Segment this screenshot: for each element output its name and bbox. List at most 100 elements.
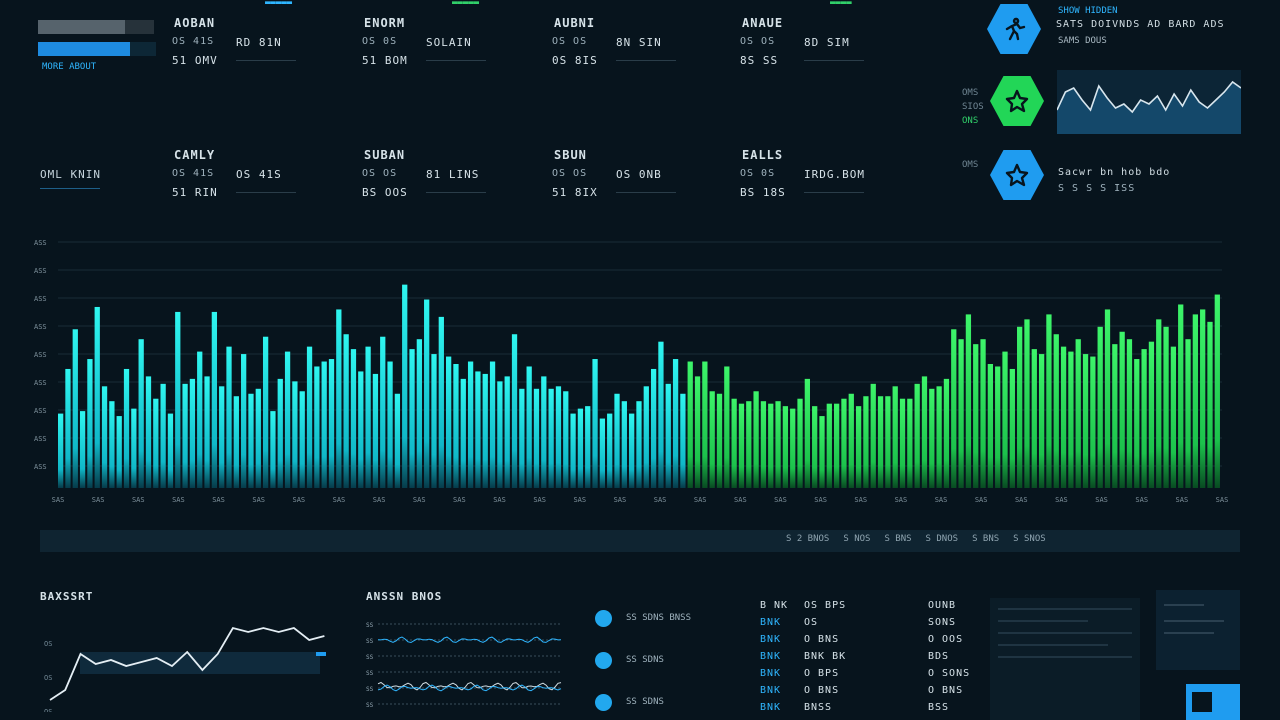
- bar: [775, 401, 781, 488]
- bar: [511, 334, 518, 488]
- bar: [504, 376, 510, 488]
- bar: [768, 403, 774, 488]
- header-tab-3[interactable]: ▬▬▬▬: [830, 0, 852, 8]
- x-tick-label: SAS: [1176, 496, 1189, 504]
- x-tick-label: SAS: [533, 496, 546, 504]
- x-tick-label: SAS: [734, 496, 747, 504]
- kpis_top-r1a-0: OS 41S: [172, 36, 215, 47]
- bar: [841, 398, 847, 488]
- kpis_mid-title-1: SUBAN: [364, 148, 406, 162]
- kpis_mid-r1a-1: OS OS: [362, 168, 398, 179]
- x-tick-label: SAS: [493, 496, 506, 504]
- header-tab-2[interactable]: ▬▬▬▬▬: [452, 0, 480, 8]
- star-icon-green[interactable]: [990, 76, 1044, 126]
- bar: [328, 359, 335, 488]
- bar: [921, 376, 928, 488]
- bar: [951, 329, 957, 488]
- bar: [936, 386, 942, 488]
- bar: [877, 396, 884, 488]
- kpis_top-title-3: ANAUE: [742, 16, 784, 30]
- star-icon-blue[interactable]: [990, 150, 1044, 200]
- filter-chip-4[interactable]: S BNS: [972, 534, 1000, 544]
- bar: [885, 396, 891, 488]
- bar: [973, 344, 979, 488]
- table-cell-r6-c0: BNK: [760, 702, 782, 713]
- bar: [1090, 356, 1096, 488]
- bar: [526, 366, 532, 488]
- bar: [219, 386, 225, 488]
- bar: [665, 383, 671, 488]
- x-tick-label: SAS: [132, 496, 145, 504]
- y-tick-label: ASS: [34, 435, 47, 443]
- table-cell-r1-c0: BNK: [760, 617, 782, 628]
- bar: [109, 401, 115, 488]
- bar: [834, 403, 840, 488]
- filter-chip-5[interactable]: S SNOS: [1013, 534, 1046, 544]
- bar: [709, 391, 715, 488]
- bar: [284, 351, 291, 488]
- table-cell-r3-c1: BNK BK: [804, 651, 847, 662]
- bar: [863, 396, 869, 488]
- bar: [321, 361, 327, 488]
- kpis_mid-r1b-3: IRDG.BOM: [804, 168, 865, 181]
- kpis_top-r2a-2: 0S 8IS: [552, 54, 598, 67]
- table-cell-r1-c2: SONS: [928, 617, 957, 628]
- kpis_mid-r1b-2: OS 0NB: [616, 168, 662, 181]
- bar: [826, 403, 832, 488]
- header-tab-1[interactable]: ▬▬▬▬▬: [265, 0, 293, 8]
- bar: [548, 388, 554, 488]
- y-tick-label: ASS: [34, 267, 47, 275]
- x-tick-label: SAS: [1216, 496, 1229, 504]
- kpis_top-r1a-2: OS OS: [552, 36, 588, 47]
- table-cell-r3-c0: BNK: [760, 651, 782, 662]
- bar: [372, 373, 379, 488]
- filter-chip-1[interactable]: S NOS: [843, 534, 871, 544]
- kpis_top-underline-3: [804, 60, 864, 61]
- bar: [819, 416, 825, 488]
- x-tick-label: SAS: [614, 496, 627, 504]
- table-cell-r6-c2: BSS: [928, 702, 950, 713]
- x-tick-label: SAS: [212, 496, 225, 504]
- kpis_mid-title-2: SBUN: [554, 148, 587, 162]
- runner-icon[interactable]: [987, 4, 1041, 54]
- filter-chip-2[interactable]: S BNS: [884, 534, 912, 544]
- progress-caption: MORE ABOUT: [42, 62, 97, 72]
- kpis_mid-r2a-2: 51 8IX: [552, 186, 598, 199]
- bar: [812, 406, 818, 488]
- kpis_mid-title-3: EALLS: [742, 148, 784, 162]
- bar: [1002, 351, 1008, 488]
- bar: [570, 413, 576, 488]
- bar: [1082, 354, 1089, 488]
- bar: [790, 408, 796, 488]
- bar: [175, 311, 181, 488]
- bar: [995, 366, 1001, 488]
- filter-chip-0[interactable]: S 2 BNOS: [786, 534, 830, 544]
- bar: [1119, 331, 1125, 488]
- bar: [138, 339, 144, 488]
- bar: [680, 393, 686, 488]
- bar: [694, 376, 701, 488]
- blue-action-block[interactable]: [1186, 684, 1240, 720]
- line-chart-title: BAXSSRT: [40, 590, 94, 603]
- filter-strip: [40, 530, 1240, 552]
- x-tick-label: SAS: [1095, 496, 1108, 504]
- bar: [621, 401, 627, 488]
- table-cell-r4-c2: O SONS: [928, 668, 971, 679]
- kpis_mid-r2a-0: 51 RIN: [172, 186, 218, 199]
- bar: [409, 349, 415, 488]
- bar: [563, 391, 569, 488]
- spark-rows-chart: SS SS SS SS SS SS: [366, 622, 562, 709]
- x-tick-label: SAS: [654, 496, 667, 504]
- table-cell-r4-c0: BNK: [760, 668, 782, 679]
- filter-chip-3[interactable]: S DNOS: [925, 534, 959, 544]
- bar: [687, 361, 693, 488]
- line-axis-label: OS: [44, 708, 52, 712]
- bar: [958, 339, 964, 488]
- bar: [1068, 351, 1074, 488]
- bar: [262, 336, 269, 488]
- kpis_top-r1b-3: 8D SIM: [804, 36, 850, 49]
- bar: [738, 403, 745, 488]
- x-tick-label: SAS: [172, 496, 185, 504]
- panel-line-2: SAMS DOUS: [1058, 36, 1107, 46]
- kpis_top-underline-1: [426, 60, 486, 61]
